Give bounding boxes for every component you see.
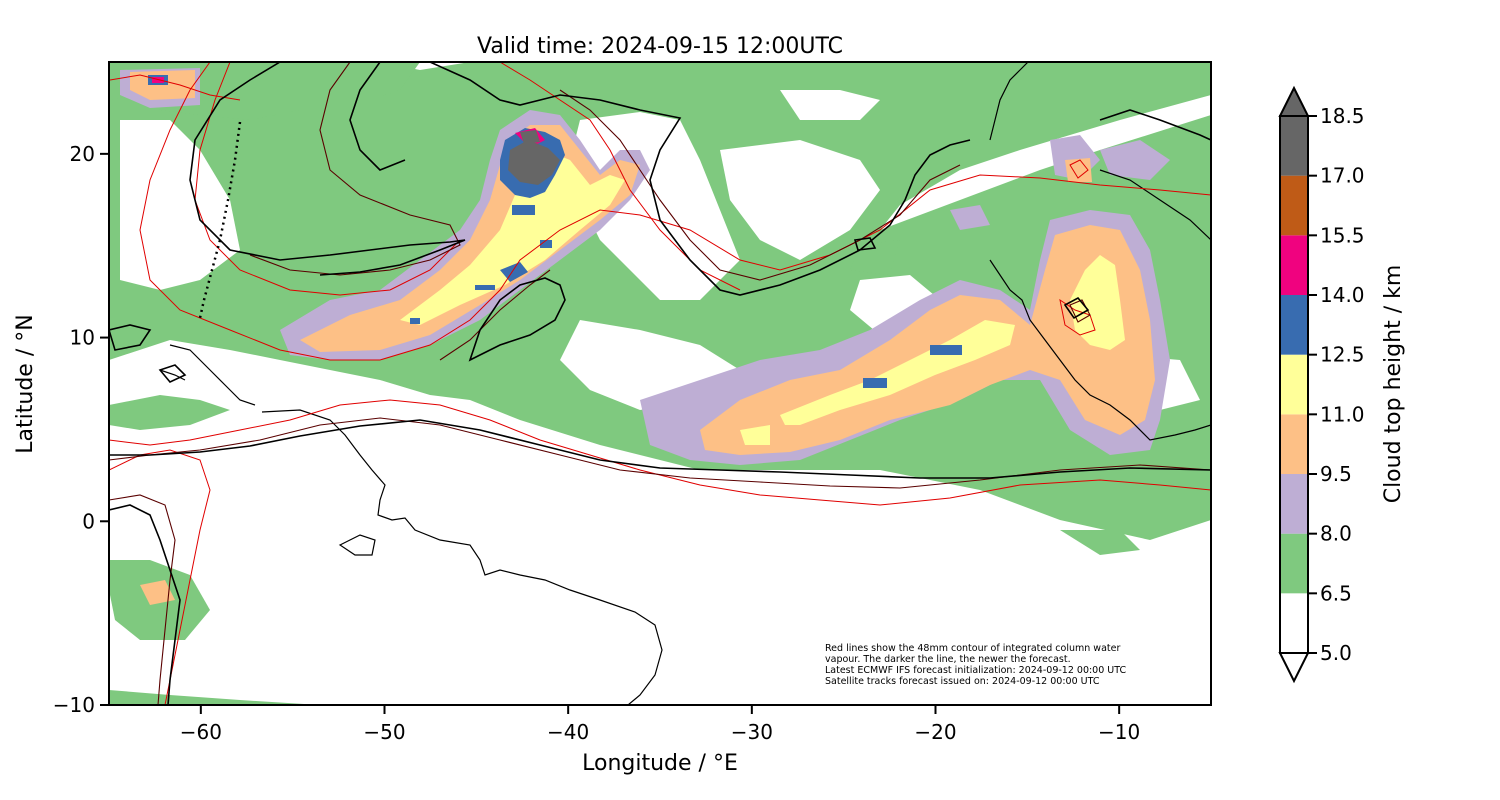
map-title: Valid time: 2024-09-15 12:00UTC: [477, 34, 843, 59]
x-tick-label: −40: [547, 720, 589, 744]
colorbar-segment: [1280, 295, 1308, 355]
y-tick-label: 10: [70, 326, 95, 350]
colorbar-tick-label: 14.0: [1320, 283, 1365, 307]
y-axis-ticks: −10 0 10 20: [53, 142, 109, 717]
colorbar-segment: [1280, 593, 1308, 653]
colorbar-tick-label: 18.5: [1320, 104, 1365, 128]
colorbar-segment: [1280, 235, 1308, 295]
colorbar-segment: [1280, 474, 1308, 534]
map-plot-area: [109, 62, 1211, 705]
x-tick-label: −10: [1098, 720, 1140, 744]
annotation: Red lines show the 48mm contour of integ…: [825, 643, 1126, 687]
colorbar-tick-label: 15.5: [1320, 223, 1365, 247]
colorbar-segment: [1280, 533, 1308, 594]
x-tick-label: −30: [731, 720, 773, 744]
annotation-line-3: Latest ECMWF IFS forecast initialization…: [825, 665, 1126, 676]
colorbar-extend-top: [1278, 85, 1310, 117]
x-tick-label: −20: [914, 720, 956, 744]
colorbar-frame: [1279, 115, 1309, 654]
colorbar-tick-label: 17.0: [1320, 164, 1365, 188]
annotation-line-1: Red lines show the 48mm contour of integ…: [825, 643, 1120, 654]
y-tick-label: −10: [53, 693, 95, 717]
y-axis-label: Latitude / °N: [13, 314, 38, 453]
colorbar-extend-bottom: [1278, 652, 1310, 684]
colorbar-segment: [1280, 116, 1308, 176]
colorbar-label: Cloud top height / km: [1381, 265, 1406, 504]
x-tick-label: −50: [363, 720, 405, 744]
colorbar-tick-label: 11.0: [1320, 402, 1365, 426]
satellite-track: [198, 121, 242, 319]
annotation-line-2: vapour. The darker the line, the newer t…: [825, 654, 1071, 665]
colorbar-tick-label: 5.0: [1320, 641, 1352, 665]
x-axis-ticks: −60 −50 −40 −30 −20 −10: [180, 705, 1140, 744]
wv-contours-old: [109, 62, 1211, 705]
x-axis-label: Longitude / °E: [582, 751, 738, 776]
colorbar-tick-label: 6.5: [1320, 581, 1352, 605]
colorbar-tick-label: 9.5: [1320, 462, 1352, 486]
colorbar-segment: [1280, 175, 1308, 236]
coastlines: [159, 62, 1211, 705]
colorbar-segment: [1280, 414, 1308, 474]
colorbar-ticks: 5.0 6.5 8.0 9.5 11.0 12.5 14.0 15.5 17.0 18.5: [1308, 104, 1365, 665]
colorbar-segments: [1280, 116, 1308, 653]
colorbar-tick-label: 8.0: [1320, 522, 1352, 546]
colorbar: 5.0 6.5 8.0 9.5 11.0 12.5 14.0 15.5 17.0 18.5 Clo…: [1278, 85, 1406, 684]
colorbar-tick-label: 12.5: [1320, 343, 1365, 367]
cloud-top-height-field: [109, 62, 1211, 705]
annotation-line-4: Satellite tracks forecast issued on: 202…: [825, 676, 1100, 687]
wv-contours-new: [109, 62, 1211, 705]
y-tick-label: 0: [82, 509, 95, 533]
y-tick-label: 20: [70, 142, 95, 166]
x-tick-label: −60: [180, 720, 222, 744]
map-frame: [108, 61, 1212, 706]
colorbar-segment: [1280, 354, 1308, 415]
